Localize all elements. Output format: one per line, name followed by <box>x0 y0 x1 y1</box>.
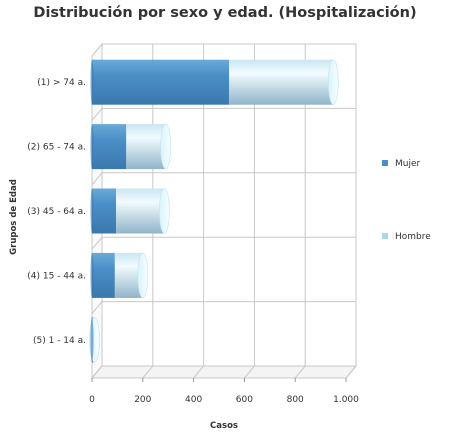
x-tick-label: 600 <box>236 395 253 405</box>
legend-label-mujer[interactable]: Mujer <box>395 159 421 169</box>
legend-label-hombre[interactable]: Hombre <box>395 232 431 242</box>
bar-mujer[interactable] <box>92 252 115 298</box>
bar-end-cap <box>327 59 339 105</box>
bar-base-cap <box>90 124 94 170</box>
gridline-floor <box>142 365 154 379</box>
y-tick-label: (1) > 74 a. <box>37 78 86 88</box>
gridline-floor <box>91 365 103 379</box>
x-tick-label: 0 <box>89 395 95 405</box>
gridline-floor <box>294 365 306 379</box>
bar-end-cap <box>137 252 149 299</box>
gridline-side <box>91 108 103 121</box>
chart-title: Distribución por sexo y edad. (Hospitali… <box>33 5 417 21</box>
gridline-floor <box>193 365 204 379</box>
x-tick-label: 400 <box>185 395 202 405</box>
x-tick-label: 800 <box>287 395 304 405</box>
bar-mujer[interactable] <box>92 124 127 170</box>
x-axis-title: Casos <box>210 421 238 431</box>
y-tick-label: (4) 15 - 44 a. <box>27 271 86 281</box>
bar-hombre[interactable] <box>126 124 166 170</box>
bar-hombre[interactable] <box>229 59 334 105</box>
axes: 0 200 400 600 800 1.000 (1) > 74 a. (2) 65 - 74… <box>9 78 359 431</box>
bar-base-cap <box>90 252 94 298</box>
bar-base-cap <box>90 188 94 234</box>
gridline-floor <box>244 365 255 379</box>
bar-base-cap <box>90 59 94 105</box>
bar-mujer[interactable] <box>92 188 117 234</box>
x-tick-label: 200 <box>134 395 151 405</box>
legend-swatch-hombre[interactable] <box>382 233 388 239</box>
bar-end-cap <box>159 188 170 234</box>
legend: Mujer Hombre <box>382 159 431 242</box>
gridline-side <box>91 172 103 186</box>
bar-base-cap <box>90 317 94 363</box>
gridline-side <box>91 301 103 314</box>
bar-mujer[interactable] <box>92 59 230 105</box>
y-tick-label: (2) 65 - 74 a. <box>27 143 86 153</box>
bars <box>89 59 339 363</box>
gridline-side <box>91 236 103 250</box>
floor <box>90 365 358 379</box>
legend-swatch-mujer[interactable] <box>382 160 388 166</box>
gridline-floor <box>345 365 357 379</box>
y-tick-label: (3) 45 - 64 a. <box>27 207 86 217</box>
bar-hombre[interactable] <box>116 188 165 234</box>
y-tick-label: (5) 1 - 14 a. <box>33 336 86 346</box>
bar-end-cap <box>160 123 171 170</box>
y-axis-title: Grupos de Edad <box>9 179 19 255</box>
x-tick-label: 1.000 <box>333 395 359 405</box>
